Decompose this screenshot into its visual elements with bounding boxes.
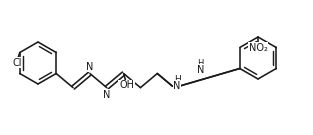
Text: N: N bbox=[197, 65, 204, 75]
Text: N: N bbox=[86, 62, 94, 72]
Text: Cl: Cl bbox=[12, 58, 22, 68]
Text: N: N bbox=[173, 81, 181, 91]
Text: H: H bbox=[174, 75, 181, 84]
Text: NH: NH bbox=[166, 90, 181, 100]
Text: OH: OH bbox=[119, 80, 134, 90]
Text: NH: NH bbox=[166, 90, 181, 100]
Text: NO₂: NO₂ bbox=[249, 43, 267, 53]
Text: H: H bbox=[198, 60, 204, 68]
Text: N: N bbox=[103, 90, 110, 100]
